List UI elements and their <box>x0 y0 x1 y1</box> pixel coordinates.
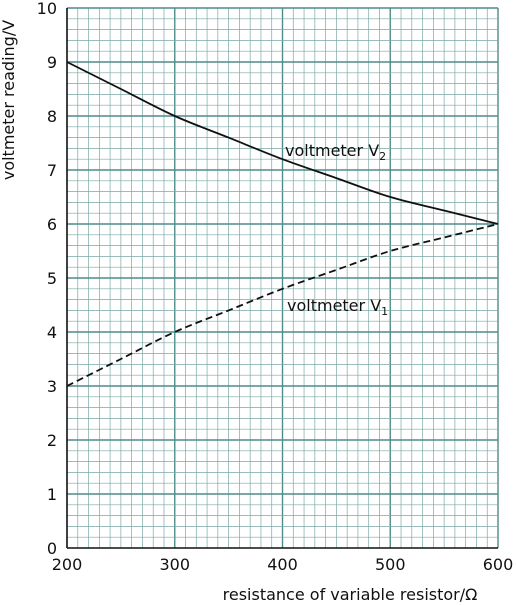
x-tick-label: 600 <box>483 555 514 574</box>
y-tick-label: 10 <box>37 0 57 18</box>
series-label-v1: voltmeter V1 <box>287 296 388 318</box>
plot-grid <box>67 7 499 548</box>
y-tick-label: 0 <box>47 539 57 558</box>
series-label-v2: voltmeter V2 <box>285 141 386 163</box>
y-tick-label: 3 <box>47 377 57 396</box>
y-tick-label: 9 <box>47 53 57 72</box>
y-tick-label: 5 <box>47 269 57 288</box>
tick-labels: 200 300 400 500 600 0 1 2 3 4 5 6 7 8 9 10 <box>37 0 514 574</box>
axes <box>66 8 498 549</box>
y-tick-label: 1 <box>47 485 57 504</box>
series-line-v1 <box>66 223 499 387</box>
x-axis-label: resistance of variable resistor/Ω <box>223 585 478 604</box>
y-tick-label: 6 <box>47 215 57 234</box>
series-line-v2 <box>66 61 499 225</box>
y-axis-label: voltmeter reading/V <box>0 20 18 180</box>
y-tick-label: 7 <box>47 161 57 180</box>
x-tick-label: 200 <box>52 555 83 574</box>
x-tick-label: 500 <box>375 555 406 574</box>
x-tick-label: 300 <box>159 555 190 574</box>
y-tick-label: 4 <box>47 323 57 342</box>
x-tick-label: 400 <box>267 555 298 574</box>
y-tick-label: 2 <box>47 431 57 450</box>
series-lines <box>66 61 499 387</box>
y-tick-label: 8 <box>47 107 57 126</box>
